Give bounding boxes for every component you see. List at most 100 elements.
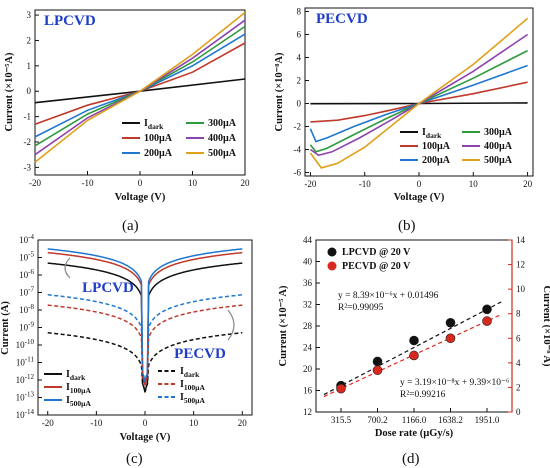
data-point-dark — [372, 356, 383, 367]
panel-b-ylabel: Current (×10⁻⁸A) — [274, 52, 285, 131]
panel-c-xlabel: Voltage (V) — [120, 432, 171, 443]
legend-label-i500: 500µA — [208, 148, 237, 159]
y-tick-label: 10-8 — [19, 303, 34, 315]
y-tick-label: 10-5 — [19, 251, 34, 263]
y-right-tick-label: 14 — [516, 235, 526, 245]
x-tick-label: 0 — [138, 178, 143, 188]
y-tick-label: 0 — [27, 86, 32, 96]
panel-b-caption: (b) — [398, 218, 416, 234]
legend-label-i200: I500µA — [180, 392, 205, 405]
y-tick-label: -2 — [294, 122, 302, 132]
y-tick-label: 1 — [27, 61, 32, 71]
y-tick-label: 10-4 — [19, 233, 34, 245]
y-right-tick-label: 0 — [516, 407, 521, 417]
series-line-i500 — [34, 11, 246, 163]
y-tick-label: 10-6 — [19, 268, 34, 280]
y-tick-label: 36 — [303, 278, 313, 288]
panel-a-xlabel: Voltage (V) — [115, 192, 166, 203]
y-tick-label: -2 — [24, 137, 32, 147]
legend-label-i300: 300µA — [208, 118, 237, 129]
series-line-i100-pecvd — [47, 304, 243, 386]
x-tick-label: 1951.0 — [475, 415, 500, 425]
series-line-i100-lpcvd — [47, 251, 243, 386]
y-tick-label: -3 — [24, 162, 32, 172]
x-tick-label: 1638.2 — [438, 415, 463, 425]
data-point-dark — [482, 304, 492, 315]
y-right-tick-label: 6 — [516, 333, 521, 343]
data-point-red — [445, 333, 456, 344]
y-tick-label: 2 — [27, 35, 32, 45]
y-tick-label: 16 — [303, 386, 313, 396]
y-tick-label: -1 — [24, 112, 32, 122]
legend-label-i200: I500µA — [66, 395, 91, 408]
x-tick-label: 20 — [238, 418, 248, 428]
data-point-red — [482, 316, 492, 326]
y-tick-label: 10-12 — [16, 373, 35, 385]
series-line-i200 — [309, 64, 528, 143]
y-tick-label: 10-14 — [16, 408, 35, 420]
y-tick-label: -6 — [294, 168, 302, 178]
fit-equation-pecvd: y = 3.19×10⁻⁸x + 9.39×10⁻⁶ — [400, 378, 509, 388]
y-tick-label: 28 — [303, 321, 313, 331]
y-tick-label: 32 — [303, 300, 312, 310]
annotation-pecvd: PECVD — [174, 346, 226, 362]
data-point-red — [372, 365, 383, 376]
panel-d-xlabel: Dose rate (µGy/s) — [375, 428, 454, 439]
legend-label-i500: 500µA — [484, 155, 513, 166]
panel-d: Dose rate (µGy/s) Current (×10⁻⁵ A) Curr… — [278, 235, 550, 467]
y-right-tick-label: 2 — [516, 382, 521, 392]
bracket-arrow-lpcvd — [64, 257, 71, 279]
x-tick-label: 10 — [189, 418, 199, 428]
x-tick-label: 700.2 — [367, 415, 387, 425]
y-right-tick-label: 4 — [516, 358, 521, 368]
fit-r2-pecvd: R²=0.99216 — [400, 390, 446, 400]
x-tick-label: 10 — [469, 179, 479, 189]
x-tick-label: 0 — [417, 179, 422, 189]
legend-label-i300: 300µA — [484, 127, 513, 138]
y-tick-label: 10-9 — [19, 321, 34, 333]
y-right-tick-label: 8 — [516, 309, 521, 319]
y-right-tick-label: 10 — [516, 284, 526, 294]
panel-b-tag: PECVD — [316, 11, 368, 27]
legend-label-i100: 100µA — [422, 141, 451, 152]
y-tick-label: 44 — [303, 235, 313, 245]
panel-a-caption: (a) — [122, 218, 139, 234]
panel-c-caption: (c) — [126, 451, 143, 467]
legend-label-i100: 100µA — [144, 133, 173, 144]
legend-label-0: LPCVD @ 20 V — [342, 247, 411, 258]
legend-label-i100: I100µA — [180, 379, 205, 392]
series-line-i400 — [309, 33, 529, 157]
panel-d-ylabel: Current (×10⁻⁵ A) — [278, 285, 289, 366]
series-line-dark-pecvd — [47, 332, 243, 393]
x-tick-label: 20 — [523, 179, 533, 189]
x-tick-label: 315.5 — [331, 415, 352, 425]
series-line-i500 — [309, 17, 529, 169]
y-tick-label: 24 — [303, 343, 313, 353]
panel-b: PECVD Voltage (V) Current (×10⁻⁸A) (b) -… — [274, 6, 534, 234]
data-point-red — [336, 383, 346, 394]
x-tick-label: -10 — [359, 179, 371, 189]
legend-marker-0 — [327, 247, 337, 257]
y-right-tick-label: 12 — [516, 260, 525, 270]
legend-label-i400: 400µA — [484, 141, 513, 152]
series-line-i300 — [309, 49, 528, 153]
panel-a: LPCVD Voltage (V) Current (×10⁻⁵A) (a) -… — [4, 9, 250, 234]
x-tick-label: 0 — [143, 418, 148, 428]
y-tick-label: 2 — [297, 75, 302, 85]
data-point-dark — [409, 335, 419, 346]
y-tick-label: -4 — [294, 145, 302, 155]
legend-label-i100: I100µA — [66, 382, 91, 395]
legend-label-dark: Idark — [66, 369, 86, 382]
x-tick-label: -20 — [42, 418, 54, 428]
x-tick-label: -10 — [82, 178, 94, 188]
y-tick-label: 10-7 — [19, 286, 34, 298]
panel-a-tag: LPCVD — [44, 13, 96, 29]
y-tick-label: 0 — [297, 99, 302, 109]
panel-a-ylabel: Current (×10⁻⁵A) — [4, 52, 15, 131]
fit-equation-lpcvd: y = 8.39×10⁻⁶x + 0.01496 — [338, 291, 439, 301]
legend-label-1: PECVD @ 20 V — [342, 261, 411, 272]
panel-c-ylabel: Current (A) — [0, 301, 11, 355]
y-tick-label: 6 — [297, 29, 302, 39]
x-tick-label: -10 — [90, 418, 102, 428]
